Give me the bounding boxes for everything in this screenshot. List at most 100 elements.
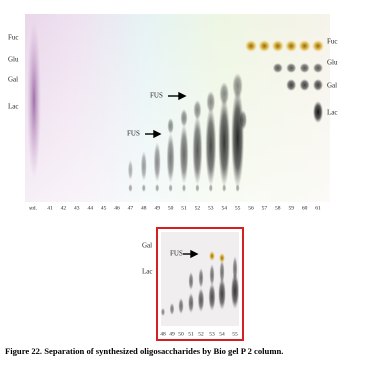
spot — [231, 88, 245, 188]
spot — [222, 184, 227, 192]
spot — [166, 133, 175, 183]
inset-lane-label: 48 — [160, 331, 166, 337]
inset-arrow-label: FUS — [170, 250, 183, 258]
spot — [193, 100, 202, 120]
spot — [299, 79, 310, 91]
spot — [178, 298, 184, 314]
spot — [232, 73, 243, 99]
spot — [167, 118, 174, 134]
spot — [182, 184, 186, 192]
arrows — [145, 91, 199, 259]
lane-label: 52 — [195, 205, 201, 211]
spot — [140, 151, 147, 181]
lane-label: 60 — [302, 205, 308, 211]
inset-lane-label: 51 — [188, 331, 194, 337]
arrow-label: FUS — [150, 92, 163, 100]
spot — [153, 142, 161, 182]
lane-label: 55 — [235, 205, 241, 211]
spots — [127, 40, 324, 192]
inset-label: Gal — [142, 242, 152, 250]
spot — [209, 251, 215, 261]
spot — [188, 293, 194, 313]
spot — [271, 40, 284, 52]
arrow-label: FUS — [127, 130, 140, 138]
right-label: Gal — [327, 82, 337, 90]
spot — [313, 63, 323, 73]
lane-label: 53 — [208, 205, 214, 211]
spot — [206, 91, 216, 113]
spot — [286, 79, 297, 91]
spot — [128, 184, 133, 192]
spot — [235, 184, 240, 192]
left-label: Lac — [8, 103, 19, 111]
spot — [219, 82, 229, 106]
right-label: Glu — [327, 59, 338, 67]
spot — [197, 288, 205, 312]
spot — [232, 256, 238, 282]
left-label: Fuc — [8, 34, 19, 42]
spot — [313, 101, 323, 123]
lane-label: 61 — [315, 205, 321, 211]
spot — [208, 184, 213, 192]
lane-label: std. — [29, 205, 37, 211]
spot — [313, 79, 323, 91]
spot — [219, 253, 225, 263]
lane-label: 47 — [128, 205, 134, 211]
spot — [286, 63, 297, 73]
inset-lane-label: 49 — [169, 331, 175, 337]
lane-label: 46 — [114, 205, 120, 211]
spot — [258, 40, 271, 52]
spot — [299, 63, 310, 73]
inset-label: Lac — [142, 268, 153, 276]
spot — [161, 308, 165, 316]
spot — [188, 272, 194, 290]
spot — [218, 97, 231, 187]
spot — [169, 303, 175, 315]
spot — [239, 110, 247, 130]
lane-label: 45 — [101, 205, 107, 211]
spot — [208, 283, 216, 311]
lane-label: 58 — [275, 205, 281, 211]
left-label: Gal — [8, 76, 18, 84]
right-label: Fuc — [327, 38, 338, 46]
lane-label: 49 — [154, 205, 160, 211]
inset-spots — [161, 251, 240, 316]
right-label: Lac — [327, 109, 338, 117]
standard-lane — [27, 20, 41, 180]
spot — [180, 109, 188, 127]
spot — [298, 40, 311, 52]
lane-label: 51 — [181, 205, 187, 211]
lane-label: 56 — [248, 205, 254, 211]
spot — [192, 115, 203, 185]
spot — [205, 106, 217, 186]
plate-shade — [25, 14, 330, 202]
spot — [198, 268, 204, 288]
spot — [155, 184, 160, 192]
spot — [218, 278, 226, 310]
lane-label: 41 — [47, 205, 53, 211]
inset-lane-label: 55 — [232, 331, 238, 337]
inset-lane-label: 50 — [178, 331, 184, 337]
spot — [195, 184, 200, 192]
spot — [168, 184, 173, 192]
lane-label: 43 — [74, 205, 80, 211]
lane-label: 54 — [221, 205, 227, 211]
spot — [272, 63, 283, 73]
spot — [219, 260, 225, 284]
spot — [127, 160, 133, 180]
lane-label: 59 — [288, 205, 294, 211]
spot — [230, 273, 240, 309]
inset-lane-label: 52 — [198, 331, 204, 337]
lane-label: 57 — [262, 205, 268, 211]
spot — [209, 264, 215, 286]
lane-label: 44 — [87, 205, 93, 211]
lane-label: 42 — [61, 205, 67, 211]
inset-lane-label: 54 — [219, 331, 225, 337]
lane-label: 48 — [141, 205, 147, 211]
lane-label: 50 — [168, 205, 174, 211]
spot — [312, 40, 324, 52]
spot — [285, 40, 298, 52]
caption: Figure 22. Separation of synthesized oli… — [5, 346, 283, 356]
spot — [179, 124, 189, 184]
spot — [245, 40, 257, 52]
